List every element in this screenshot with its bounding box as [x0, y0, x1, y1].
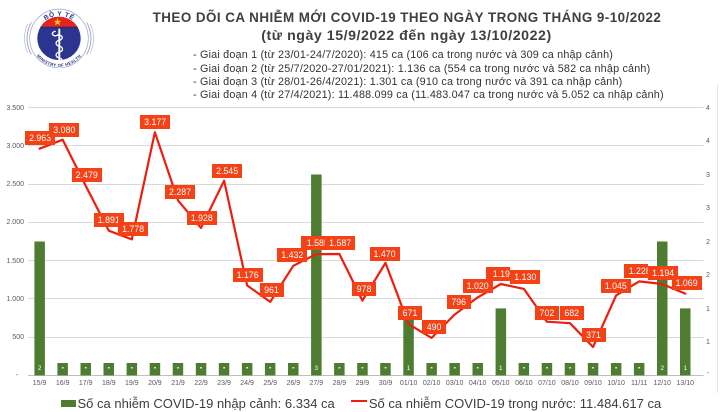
- svg-text:3: 3: [315, 365, 319, 372]
- svg-text:2: 2: [660, 365, 664, 372]
- svg-text:1: 1: [499, 365, 503, 372]
- svg-text:1: 1: [684, 365, 688, 372]
- svg-text:BỘ Y TẾ: BỘ Y TẾ: [43, 9, 77, 22]
- svg-text:1: 1: [407, 365, 411, 372]
- svg-text:2: 2: [38, 365, 42, 372]
